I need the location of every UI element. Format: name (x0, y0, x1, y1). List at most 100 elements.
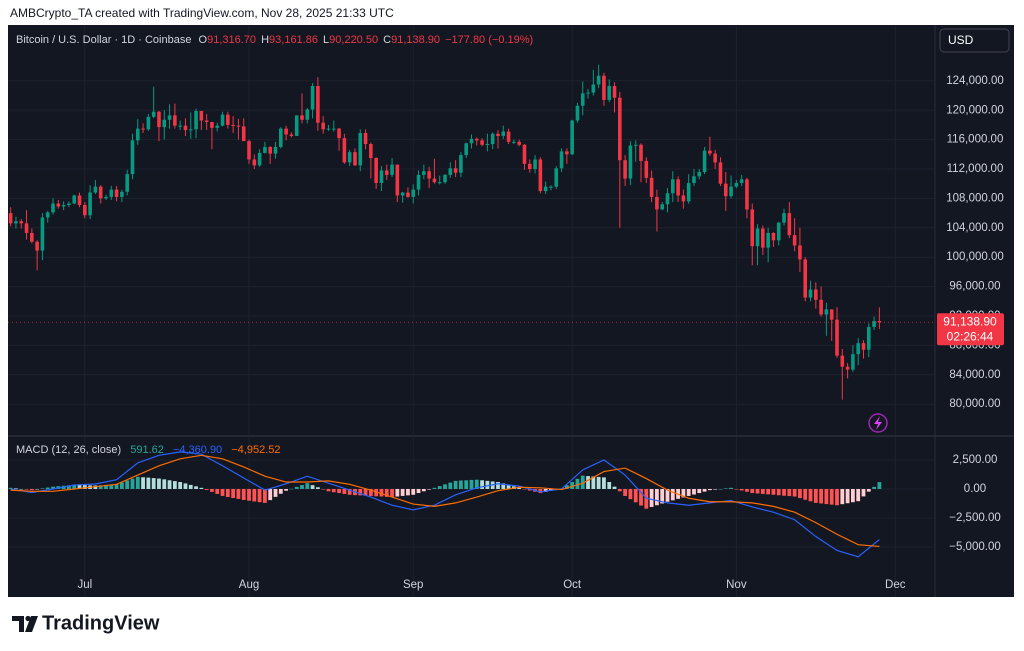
histogram-bar (35, 488, 40, 490)
histogram-bar (24, 488, 29, 490)
histogram-bar (464, 480, 469, 489)
candle-body (210, 121, 214, 128)
candle-body (162, 119, 167, 128)
histogram-bar (315, 487, 320, 489)
histogram-bar (268, 488, 273, 501)
histogram-bar (188, 484, 193, 489)
histogram-bar (713, 488, 718, 490)
candle-body (51, 203, 55, 213)
macd-title: MACD (12, 26, close) (16, 444, 121, 456)
candle-body (745, 179, 749, 210)
histogram-bar (538, 488, 543, 494)
histogram-bar (321, 488, 326, 490)
candle-body (331, 128, 336, 130)
histogram-bar (501, 483, 506, 489)
histogram-bar (162, 479, 167, 489)
histogram-bar (379, 488, 384, 497)
candle-body (824, 309, 829, 315)
histogram-bar (686, 488, 691, 496)
histogram-bar (300, 485, 304, 489)
histogram-bar (151, 478, 156, 489)
histogram-bar (114, 484, 119, 489)
candle-body (422, 171, 426, 175)
histogram-bar (480, 480, 484, 489)
candle-body (697, 171, 702, 177)
histogram-bar (284, 488, 288, 491)
histogram-bar (760, 488, 765, 494)
logo-mark (12, 616, 24, 632)
symbol: Bitcoin / U.S. Dollar · 1D · Coinbase (16, 34, 191, 46)
countdown: 02:26:44 (947, 329, 994, 343)
candle-body (194, 110, 198, 130)
currency[interactable]: USD (948, 33, 974, 47)
histogram-bar (586, 476, 590, 489)
candle-body (718, 162, 723, 184)
histogram-bar (257, 488, 262, 503)
histogram-bar (247, 488, 251, 501)
histogram-bar (278, 488, 283, 494)
currency-button[interactable] (939, 28, 1010, 53)
histogram-bar (119, 482, 124, 489)
histogram-bar (14, 488, 18, 489)
histogram-bar (342, 488, 347, 494)
candle-body (406, 192, 410, 197)
candle-body (761, 228, 765, 248)
histogram-bar (813, 488, 818, 503)
candle-body (173, 115, 177, 126)
candle-body (443, 174, 447, 183)
candle-body (358, 133, 363, 166)
candle-body (353, 152, 357, 166)
macd-value: −4,360.90 (173, 444, 222, 456)
candle-body (565, 151, 569, 155)
candle-body (67, 203, 71, 206)
histogram-bar (617, 488, 622, 492)
histogram-bar (850, 488, 855, 503)
y-tick-label: 84,000.00 (949, 369, 1000, 381)
candle-body (586, 92, 590, 94)
histogram-bar (602, 477, 606, 489)
histogram-bar (766, 488, 771, 495)
histogram-bar (633, 488, 638, 503)
histogram-bar (787, 488, 792, 497)
l-label: L (323, 34, 329, 46)
y-tick-label: 96,000.00 (949, 281, 1000, 293)
alert-icon[interactable] (868, 413, 888, 433)
histogram-bar (655, 488, 659, 506)
candle-body (114, 189, 119, 197)
candle-body (533, 159, 537, 170)
candle-body (602, 75, 606, 100)
candle-body (273, 146, 278, 154)
histogram-bar (522, 488, 527, 490)
alert-bolt[interactable] (874, 416, 882, 430)
logo-text: TradingView (42, 612, 160, 634)
candle-body (591, 84, 596, 93)
candle-body (702, 150, 707, 172)
histogram-bar (591, 476, 596, 489)
candle-body (289, 134, 294, 136)
histogram-bar (421, 488, 426, 492)
candle-body (93, 186, 98, 193)
candle-body (490, 133, 495, 145)
candle-body (506, 131, 511, 142)
alert-ring[interactable] (868, 413, 888, 433)
high: 93,161.86 (269, 34, 318, 46)
logo-slash (25, 616, 38, 632)
candle-body (14, 221, 18, 224)
y-tick-label: 124,000.00 (946, 75, 1004, 87)
histogram-bar (384, 488, 389, 497)
change: −177.80 (−0.19%) (445, 34, 533, 46)
histogram-bar (368, 488, 373, 496)
candle-body (411, 189, 416, 197)
histogram-bar (729, 487, 733, 489)
histogram-bar (406, 488, 410, 496)
candle-body (183, 125, 188, 131)
histogram-bar (400, 488, 405, 496)
histogram-bar (877, 482, 882, 489)
candle-body (390, 164, 394, 175)
candle-body (374, 157, 378, 183)
candle-body (268, 146, 273, 154)
histogram-bar (141, 477, 145, 489)
histogram-value: 591.62 (130, 444, 164, 456)
histogram-bar (29, 488, 34, 491)
histogram-bar (416, 488, 421, 494)
